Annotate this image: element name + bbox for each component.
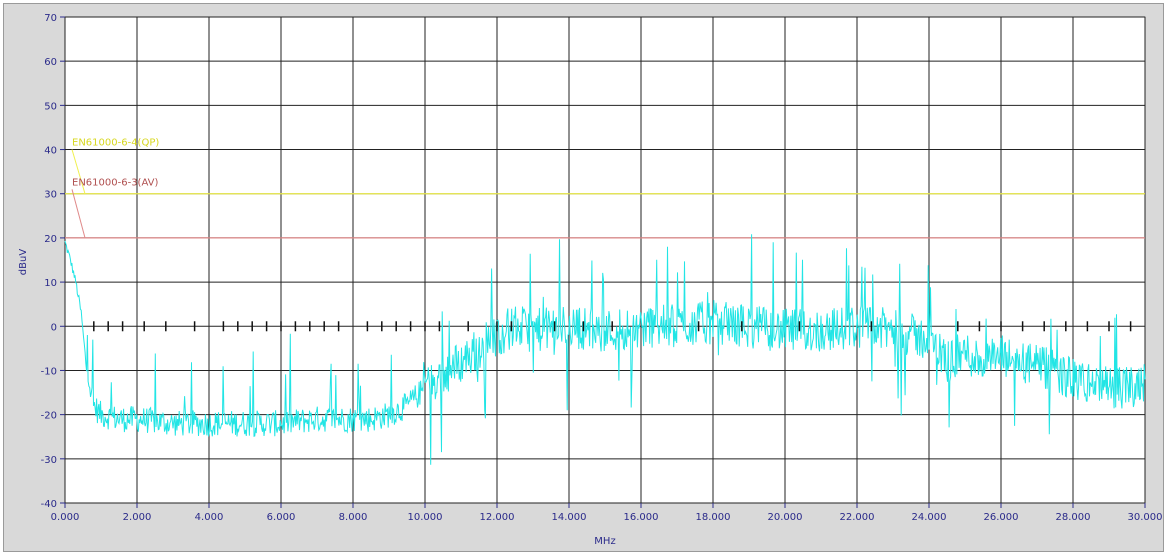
marker-layer bbox=[93, 321, 1132, 332]
x-tick-label: 28.000 bbox=[1056, 512, 1091, 523]
y-tick-label: 70 bbox=[44, 13, 57, 24]
x-tick-label: 10.000 bbox=[408, 512, 443, 523]
y-tick-label: -10 bbox=[41, 366, 57, 377]
y-tick-label: 20 bbox=[44, 234, 57, 245]
x-tick-label: 12.000 bbox=[480, 512, 515, 523]
y-tick-label: 0 bbox=[51, 322, 57, 333]
x-tick-label: 30.000 bbox=[1128, 512, 1163, 523]
y-tick-label: -20 bbox=[41, 411, 57, 422]
y-tick-label: -30 bbox=[41, 455, 57, 466]
limit-lines: EN61000-6-4(QP) EN61000-6-3(AV) bbox=[65, 138, 1145, 239]
series-layer bbox=[64, 234, 1146, 465]
axis-ticks: 0.000 2.000 4.000 6.000 8.000 10.000 12.000 14.… bbox=[41, 13, 1163, 523]
x-tick-label: 18.000 bbox=[696, 512, 731, 523]
y-tick-label: -40 bbox=[41, 499, 57, 510]
y-tick-label: 60 bbox=[44, 57, 57, 68]
x-tick-label: 0.000 bbox=[51, 512, 80, 523]
y-axis-label: dBuV bbox=[18, 249, 29, 276]
y-tick-label: 30 bbox=[44, 190, 57, 201]
x-tick-label: 14.000 bbox=[552, 512, 587, 523]
x-tick-label: 16.000 bbox=[624, 512, 659, 523]
x-tick-label: 4.000 bbox=[195, 512, 224, 523]
x-tick-label: 8.000 bbox=[339, 512, 368, 523]
y-tick-label: 50 bbox=[44, 101, 57, 112]
limit-label-leader bbox=[71, 189, 86, 239]
limit-label-leader bbox=[71, 149, 86, 194]
y-tick-label: 40 bbox=[44, 146, 57, 157]
x-tick-label: 6.000 bbox=[267, 512, 296, 523]
x-tick-label: 20.000 bbox=[768, 512, 803, 523]
y-tick-label: 10 bbox=[44, 278, 57, 289]
x-axis-label: MHz bbox=[594, 536, 615, 547]
x-tick-label: 24.000 bbox=[912, 512, 947, 523]
x-tick-label: 26.000 bbox=[984, 512, 1019, 523]
spectrum-trace bbox=[64, 234, 1146, 465]
plot-area bbox=[64, 16, 1146, 504]
limit-line-label: EN61000-6-3(AV) bbox=[72, 177, 158, 188]
x-tick-label: 22.000 bbox=[840, 512, 875, 523]
limit-line-label: EN61000-6-4(QP) bbox=[72, 138, 159, 149]
x-tick-label: 2.000 bbox=[123, 512, 152, 523]
